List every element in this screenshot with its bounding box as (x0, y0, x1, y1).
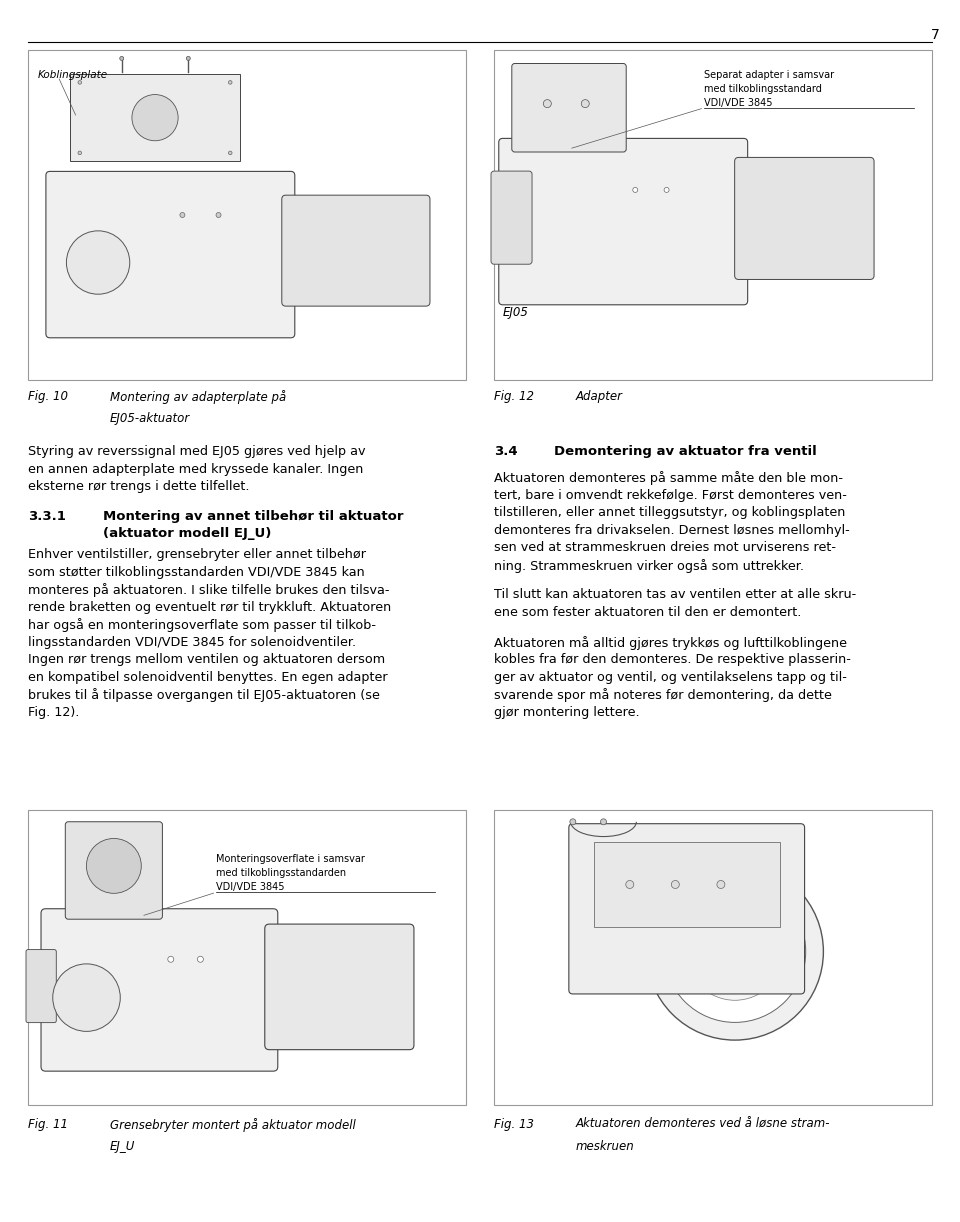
Circle shape (216, 213, 221, 218)
Circle shape (168, 957, 174, 962)
Text: Fig. 13: Fig. 13 (494, 1118, 534, 1132)
Text: tert, bare i omvendt rekkefølge. Først demonteres ven-: tert, bare i omvendt rekkefølge. Først d… (494, 489, 847, 502)
Circle shape (686, 903, 783, 1001)
Text: Fig. 12: Fig. 12 (494, 390, 534, 403)
Text: Fig. 10: Fig. 10 (28, 390, 68, 403)
Circle shape (570, 819, 576, 825)
Circle shape (664, 881, 805, 1023)
Circle shape (228, 81, 232, 84)
Circle shape (626, 881, 634, 888)
Text: sen ved at strammeskruen dreies mot urviserens ret-: sen ved at strammeskruen dreies mot urvi… (494, 541, 836, 555)
Circle shape (132, 94, 179, 141)
Text: har også en monteringsoverflate som passer til tilkob-: har også en monteringsoverflate som pass… (28, 618, 376, 632)
Circle shape (664, 187, 669, 192)
FancyBboxPatch shape (26, 949, 57, 1023)
Circle shape (717, 881, 725, 888)
Text: gjør montering lettere.: gjør montering lettere. (494, 706, 639, 719)
Text: EJ05-aktuator: EJ05-aktuator (110, 412, 190, 425)
Circle shape (78, 152, 82, 155)
Circle shape (186, 56, 190, 60)
Circle shape (671, 881, 680, 888)
Circle shape (53, 964, 120, 1031)
Text: ning. Strammeskruen virker også som uttrekker.: ning. Strammeskruen virker også som uttr… (494, 558, 804, 573)
FancyBboxPatch shape (491, 171, 532, 264)
Text: Adapter: Adapter (576, 390, 623, 403)
Text: kobles fra før den demonteres. De respektive plasserin-: kobles fra før den demonteres. De respek… (494, 654, 851, 666)
FancyBboxPatch shape (41, 909, 277, 1072)
FancyBboxPatch shape (70, 75, 240, 161)
Text: Aktuatoren demonteres på samme måte den ble mon-: Aktuatoren demonteres på samme måte den … (494, 472, 843, 485)
Bar (494, 810, 932, 1105)
Text: 3.4: 3.4 (494, 445, 517, 458)
Text: 3.3.1: 3.3.1 (28, 510, 66, 523)
Text: ene som fester aktuatoren til den er demontert.: ene som fester aktuatoren til den er dem… (494, 606, 802, 620)
FancyBboxPatch shape (265, 924, 414, 1050)
Text: Aktuatoren må alltid gjøres trykkøs og lufttilkoblingene: Aktuatoren må alltid gjøres trykkøs og l… (494, 635, 847, 650)
Circle shape (78, 81, 82, 84)
Text: tilstilleren, eller annet tilleggsutstyr, og koblingsplaten: tilstilleren, eller annet tilleggsutstyr… (494, 506, 846, 519)
Text: svarende spor må noteres før demontering, da dette: svarende spor må noteres før demontering… (494, 688, 832, 703)
Bar (494, 50, 932, 380)
Text: med tilkoblingsstandarden: med tilkoblingsstandarden (216, 869, 347, 879)
Text: med tilkoblingsstandard: med tilkoblingsstandard (705, 84, 822, 94)
Text: EJ_U: EJ_U (110, 1140, 135, 1154)
Text: Grensebryter montert på aktuator modell: Grensebryter montert på aktuator modell (110, 1118, 356, 1132)
Text: Monteringsoverflate i samsvar: Monteringsoverflate i samsvar (216, 854, 365, 864)
Text: en kompatibel solenoidventil benyttes. En egen adapter: en kompatibel solenoidventil benyttes. E… (28, 671, 388, 684)
Text: ger av aktuator og ventil, og ventilakselens tapp og til-: ger av aktuator og ventil, og ventilakse… (494, 671, 847, 684)
Text: brukes til å tilpasse overgangen til EJ05-aktuatoren (se: brukes til å tilpasse overgangen til EJ0… (28, 688, 380, 703)
Text: Styring av reverssignal med EJ05 gjøres ved hjelp av: Styring av reverssignal med EJ05 gjøres … (28, 445, 366, 458)
Text: Fig. 12).: Fig. 12). (28, 706, 80, 719)
Text: Enhver ventilstiller, grensebryter eller annet tilbehør: Enhver ventilstiller, grensebryter eller… (28, 549, 366, 561)
FancyBboxPatch shape (593, 842, 780, 927)
Circle shape (601, 819, 607, 825)
Text: meskruen: meskruen (576, 1140, 635, 1154)
Circle shape (646, 863, 824, 1040)
Text: EJ05: EJ05 (503, 306, 529, 319)
Text: VDI/VDE 3845: VDI/VDE 3845 (216, 882, 285, 892)
Circle shape (581, 100, 589, 108)
Text: Ingen rør trengs mellom ventilen og aktuatoren dersom: Ingen rør trengs mellom ventilen og aktu… (28, 654, 385, 666)
Text: demonteres fra drivakselen. Dernest løsnes mellomhyl-: demonteres fra drivakselen. Dernest løsn… (494, 524, 850, 536)
Text: Montering av annet tilbehør til aktuator: Montering av annet tilbehør til aktuator (103, 510, 403, 523)
Text: Separat adapter i samsvar: Separat adapter i samsvar (705, 70, 834, 79)
FancyBboxPatch shape (569, 824, 804, 993)
Circle shape (228, 152, 232, 155)
Circle shape (543, 100, 551, 108)
Text: eksterne rør trengs i dette tilfellet.: eksterne rør trengs i dette tilfellet. (28, 480, 250, 492)
Text: Til slutt kan aktuatoren tas av ventilen etter at alle skru-: Til slutt kan aktuatoren tas av ventilen… (494, 589, 856, 601)
Text: 7: 7 (931, 28, 940, 42)
Text: monteres på aktuatoren. I slike tilfelle brukes den tilsva-: monteres på aktuatoren. I slike tilfelle… (28, 583, 390, 598)
Text: VDI/VDE 3845: VDI/VDE 3845 (705, 98, 773, 108)
Text: Fig. 11: Fig. 11 (28, 1118, 68, 1132)
Circle shape (86, 838, 141, 893)
FancyBboxPatch shape (65, 821, 162, 919)
Text: (aktuator modell EJ_U): (aktuator modell EJ_U) (103, 527, 272, 540)
Circle shape (120, 56, 124, 60)
FancyBboxPatch shape (512, 64, 626, 152)
Text: som støtter tilkoblingsstandarden VDI/VDE 3845 kan: som støtter tilkoblingsstandarden VDI/VD… (28, 566, 365, 579)
FancyBboxPatch shape (734, 158, 874, 280)
Text: en annen adapterplate med kryssede kanaler. Ingen: en annen adapterplate med kryssede kanal… (28, 462, 364, 475)
Text: Montering av adapterplate på: Montering av adapterplate på (110, 390, 286, 404)
FancyBboxPatch shape (499, 138, 748, 304)
Text: Koblingsplate: Koblingsplate (38, 70, 108, 79)
Text: rende braketten og eventuelt rør til trykkluft. Aktuatoren: rende braketten og eventuelt rør til try… (28, 601, 392, 613)
Circle shape (633, 187, 637, 192)
Bar (28, 810, 466, 1105)
Text: lingsstandarden VDI/VDE 3845 for solenoidventiler.: lingsstandarden VDI/VDE 3845 for solenoi… (28, 635, 356, 649)
FancyBboxPatch shape (282, 196, 430, 307)
Bar (28, 50, 466, 380)
Circle shape (180, 213, 185, 218)
Circle shape (66, 231, 130, 295)
Text: Aktuatoren demonteres ved å løsne stram-: Aktuatoren demonteres ved å løsne stram- (576, 1118, 830, 1132)
FancyBboxPatch shape (46, 171, 295, 337)
Circle shape (198, 957, 204, 962)
Text: Demontering av aktuator fra ventil: Demontering av aktuator fra ventil (554, 445, 817, 458)
